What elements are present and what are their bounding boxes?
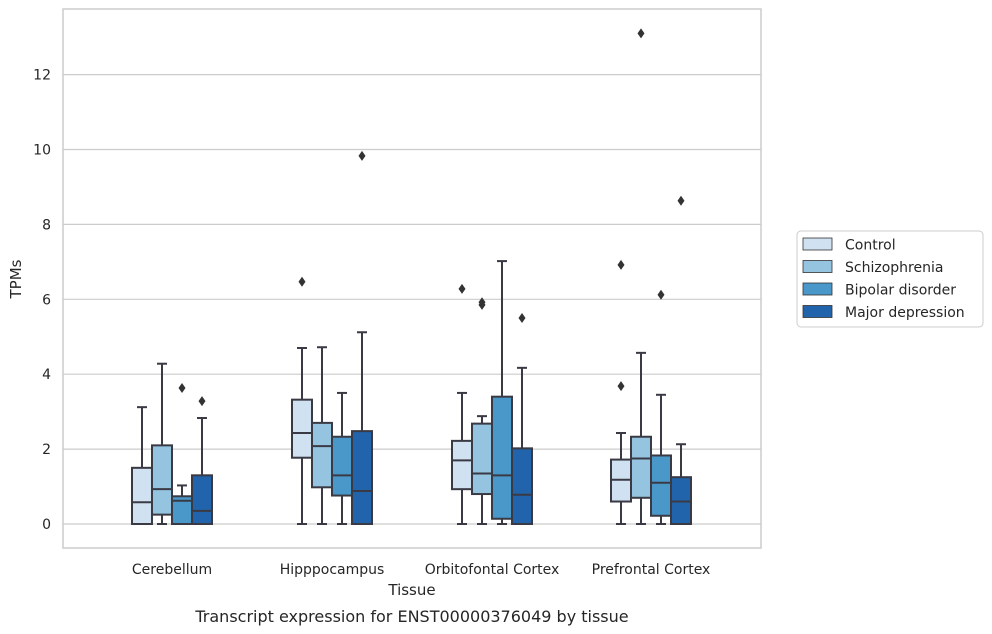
- box-iqr: [311, 421, 333, 489]
- outlier-point: [198, 396, 206, 407]
- box-iqr: [131, 466, 153, 526]
- legend-swatch: [802, 282, 833, 296]
- box-schizophrenia: [151, 362, 173, 525]
- box-iqr: [630, 435, 652, 499]
- grid-lines: [63, 73, 761, 525]
- box-schizophrenia: [630, 28, 652, 525]
- y-tick-label: 0: [42, 517, 51, 533]
- box-bipolar-disorder: [331, 391, 353, 525]
- box-iqr: [650, 454, 672, 517]
- legend-item: Bipolar disorder: [802, 282, 956, 299]
- box-bipolar-disorder: [650, 289, 672, 525]
- box-bipolar-disorder: [171, 383, 193, 525]
- y-tick-label: 8: [42, 217, 51, 233]
- y-tick-label: 10: [33, 143, 51, 159]
- box-iqr: [291, 398, 313, 459]
- box-schizophrenia: [311, 346, 333, 525]
- box-iqr: [511, 447, 533, 526]
- plot-frame: [62, 8, 762, 549]
- chart-caption: Transcript expression for ENST0000037604…: [194, 607, 628, 626]
- legend-swatch: [802, 305, 833, 318]
- box-iqr: [151, 444, 173, 516]
- legend-swatch: [802, 237, 833, 251]
- box-control: [131, 406, 153, 526]
- outlier-point: [657, 289, 665, 300]
- y-tick-labels: 0 2 4 6 8 10 12: [33, 68, 51, 533]
- y-tick-label: 12: [33, 68, 51, 84]
- outlier-point: [458, 283, 466, 294]
- outlier-point: [178, 383, 186, 394]
- y-tick-label: 6: [42, 292, 51, 308]
- legend-frame: [796, 230, 984, 328]
- x-tick-labels: Cerebellum Hipppocampus Orbitofontal Corte…: [132, 562, 710, 578]
- box-major-depression: [351, 150, 373, 525]
- box-iqr: [351, 430, 373, 525]
- outlier-point: [637, 28, 645, 39]
- y-tick-label: 4: [42, 367, 51, 383]
- x-axis-label: Tissue: [387, 581, 435, 599]
- y-axis-label: TPMs: [7, 259, 25, 299]
- box-groups: [131, 28, 692, 526]
- box-iqr: [331, 435, 353, 497]
- x-tick-label: Prefrontal Cortex: [592, 562, 711, 578]
- outlier-point: [617, 381, 625, 392]
- legend-swatch: [802, 260, 833, 273]
- outlier-point: [617, 259, 625, 270]
- outlier-point: [298, 276, 306, 287]
- y-tick-label: 2: [42, 442, 51, 458]
- legend-item: Schizophrenia: [802, 260, 943, 276]
- outlier-point: [518, 313, 526, 324]
- legend: Control Schizophrenia Bipolar disorder Majo…: [796, 230, 984, 328]
- box-iqr: [491, 395, 513, 520]
- box-iqr: [471, 422, 493, 496]
- outlier-point: [358, 150, 366, 161]
- legend-label: Major depression: [845, 305, 965, 321]
- box-control: [291, 276, 313, 525]
- x-tick-label: Orbitofontal Cortex: [425, 562, 560, 578]
- x-tick-label: Hipppocampus: [280, 562, 385, 578]
- outlier-point: [478, 297, 486, 308]
- box-major-depression: [191, 396, 213, 526]
- box-schizophrenia: [471, 297, 493, 525]
- legend-item: Major depression: [802, 305, 965, 321]
- box-control: [610, 259, 632, 525]
- legend-item: Control: [802, 237, 896, 254]
- legend-label: Bipolar disorder: [845, 283, 956, 299]
- legend-label: Control: [845, 238, 896, 254]
- outlier-point: [677, 195, 685, 206]
- box-iqr: [451, 439, 473, 491]
- legend-label: Schizophrenia: [845, 260, 943, 276]
- box-iqr: [191, 474, 213, 526]
- box-major-depression: [670, 195, 692, 525]
- x-tick-label: Cerebellum: [132, 562, 212, 578]
- box-major-depression: [511, 313, 533, 526]
- box-bipolar-disorder: [491, 260, 513, 525]
- box-control: [451, 283, 473, 525]
